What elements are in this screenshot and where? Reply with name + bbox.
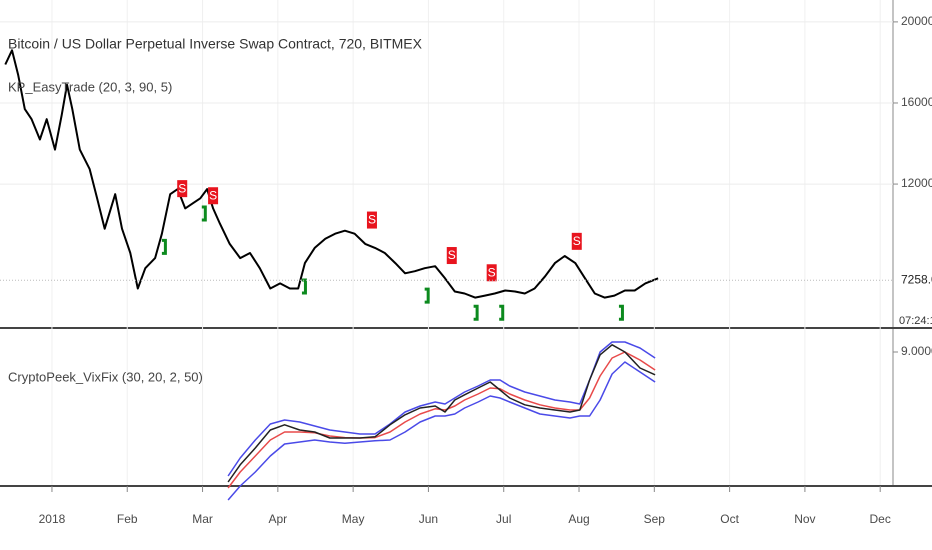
sell-signal: S [366,211,377,229]
sell-signal: S [486,264,497,282]
last-value-label: 7258.0 [901,272,932,286]
indicator-label: CryptoPeek_VixFix (30, 20, 2, 50) [8,369,203,384]
x-tick-label: Jun [419,512,438,526]
y-tick-label: 9.0000 [901,344,932,358]
x-tick-label: Dec [870,512,891,526]
series-line [227,361,656,501]
x-tick-label: May [342,512,365,526]
sell-signal: S [177,180,188,198]
series-line [227,351,656,489]
sell-marker [571,232,582,250]
y-tick-label: 16000.0 [901,95,932,109]
sell-label: S [178,181,186,195]
x-tick-label: Aug [568,512,589,526]
sell-signal: S [571,232,582,250]
x-tick-label: Jul [496,512,511,526]
x-tick-label: Apr [268,512,287,526]
countdown-label: 07:24:18 [899,315,932,327]
sell-marker [366,211,377,229]
buy-marker [473,304,479,321]
plot-area: S S S S S S [0,0,893,501]
sell-label: S [488,265,496,279]
series-line [4,49,659,299]
x-tick-label: Mar [192,512,213,526]
countdown-box [894,310,932,327]
sell-label: S [573,234,581,248]
sell-signal: S [208,187,219,205]
indicator-label: KP_EasyTrade (20, 3, 90, 5) [8,79,172,94]
buy-marker [499,304,505,321]
sell-marker [446,247,457,265]
sell-marker [486,264,497,282]
buy-marker [424,287,430,304]
x-tick-label: Sep [644,512,666,526]
sell-label: S [448,248,456,262]
sell-label: S [368,213,376,227]
chart-title: Bitcoin / US Dollar Perpetual Inverse Sw… [8,36,423,52]
x-tick-label: Oct [720,512,739,526]
buy-marker [201,205,207,222]
y-tick-label: 12000.0 [901,176,932,190]
sell-signal: S [446,247,457,265]
sell-marker [208,187,219,205]
y-tick-label: 20000.0 [901,14,932,28]
buy-marker [161,238,167,255]
x-tick-label: Nov [794,512,815,526]
sell-label: S [209,188,217,202]
buy-marker [618,304,624,321]
series-line [227,344,656,483]
last-value-box [894,271,932,290]
x-tick-label: 2018 [39,512,66,526]
x-tick-label: Feb [117,512,138,526]
sell-marker [177,180,188,198]
buy-marker [301,278,307,295]
